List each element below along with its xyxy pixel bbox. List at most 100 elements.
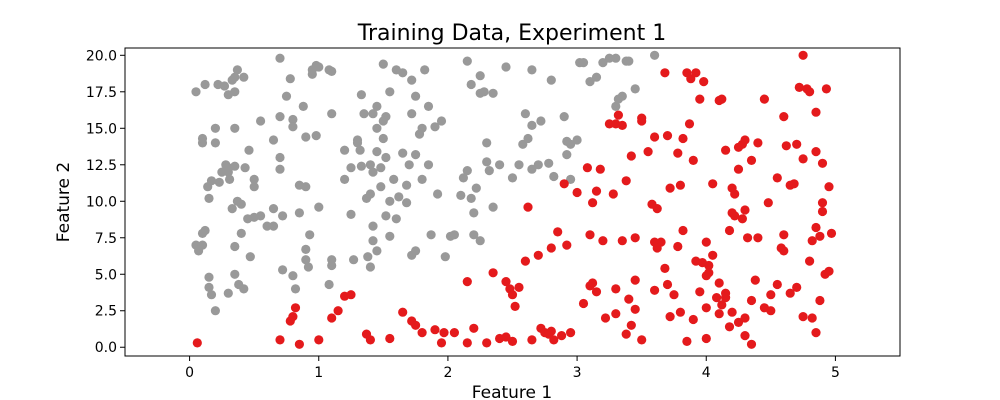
data-point-series-1-36: [249, 174, 259, 184]
y-tick-label-1: 2.5: [95, 304, 117, 320]
data-point-series-2-59: [598, 236, 608, 246]
data-point-series-1-113: [378, 133, 388, 144]
data-point-series-2-113: [772, 173, 782, 183]
data-point-series-2-149: [695, 287, 705, 297]
data-point-series-1-165: [484, 166, 494, 176]
data-point-series-2-182: [714, 278, 724, 288]
data-point-series-1-122: [394, 192, 404, 202]
x-tick-label-3: 3: [573, 365, 582, 381]
data-point-series-1-93: [346, 209, 356, 219]
data-point-series-1-205: [482, 138, 492, 148]
data-point-series-2-85: [678, 133, 688, 144]
data-point-series-2-130: [824, 182, 834, 192]
x-tick-label-0: 0: [185, 365, 194, 381]
data-point-series-1-90: [340, 145, 350, 155]
data-point-series-2-83: [673, 148, 683, 158]
data-point-series-1-124: [385, 231, 395, 241]
data-point-series-1-52: [256, 211, 266, 221]
data-point-series-2-95: [708, 179, 718, 189]
data-point-series-1-116: [378, 116, 388, 126]
data-point-series-2-106: [743, 233, 753, 243]
data-point-series-2-91: [695, 94, 705, 104]
data-point-series-1-29: [230, 161, 240, 171]
data-point-series-1-137: [411, 91, 421, 101]
data-point-series-1-109: [372, 147, 382, 157]
data-point-series-1-170: [495, 160, 505, 170]
data-point-series-1-180: [533, 160, 543, 170]
data-point-series-2-8: [327, 313, 337, 323]
data-point-series-1-119: [389, 174, 399, 184]
data-point-series-1-133: [404, 160, 414, 170]
data-point-series-2-126: [811, 107, 821, 117]
data-point-series-1-77: [305, 230, 315, 240]
data-point-series-2-67: [621, 176, 631, 186]
data-point-series-1-43: [230, 269, 240, 279]
data-point-series-1-128: [363, 252, 373, 262]
y-tick-label-3: 7.5: [95, 231, 117, 247]
data-point-series-2-36: [520, 256, 531, 266]
data-point-series-2-79: [660, 68, 670, 78]
data-point-series-1-153: [456, 190, 466, 200]
data-point-series-1-190: [572, 135, 582, 145]
data-point-series-1-183: [546, 75, 556, 85]
data-point-series-1-169: [475, 236, 485, 246]
data-point-series-2-148: [688, 314, 698, 325]
data-point-series-2-65: [617, 236, 627, 246]
data-point-series-2-49: [562, 240, 572, 250]
data-point-series-2-46: [553, 227, 563, 237]
data-point-series-1-182: [544, 158, 554, 168]
x-tick-label-4: 4: [702, 365, 711, 381]
data-point-series-2-153: [724, 322, 735, 332]
data-point-series-1-15: [200, 225, 210, 236]
data-point-series-1-60: [278, 211, 288, 221]
data-point-series-2-27: [488, 268, 498, 278]
data-point-series-1-202: [630, 84, 640, 94]
points-layer: [191, 50, 837, 349]
data-point-series-1-69: [298, 101, 308, 111]
data-point-series-1-88: [327, 260, 337, 271]
data-point-series-2-186: [805, 256, 815, 266]
data-point-series-2-145: [662, 279, 673, 290]
data-point-series-2-22: [449, 328, 459, 338]
data-point-series-2-1: [192, 338, 202, 348]
data-point-series-1-187: [562, 150, 572, 160]
data-point-series-1-83: [290, 284, 301, 294]
data-point-series-2-98: [717, 94, 727, 104]
data-point-series-1-203: [611, 53, 621, 63]
data-point-series-2-188: [817, 158, 828, 168]
data-point-series-1-136: [411, 150, 421, 160]
data-point-series-2-169: [591, 287, 602, 297]
data-point-series-1-63: [285, 74, 295, 84]
x-tick-label-5: 5: [831, 365, 840, 381]
data-point-series-1-102: [365, 189, 375, 199]
data-point-series-2-87: [684, 119, 695, 129]
data-point-series-2-163: [792, 282, 802, 292]
data-point-series-1-13: [197, 240, 208, 250]
data-point-series-1-96: [352, 138, 363, 148]
data-point-series-2-128: [817, 198, 828, 208]
data-point-series-1-150: [440, 252, 450, 262]
data-point-series-2-9: [333, 306, 343, 316]
data-point-series-1-106: [368, 109, 378, 119]
data-point-series-2-190: [733, 164, 744, 174]
data-point-series-1-47: [204, 282, 214, 292]
data-point-series-1-172: [507, 173, 518, 183]
data-point-series-1-130: [398, 148, 408, 158]
data-point-series-1-1: [191, 87, 201, 97]
data-point-series-2-178: [697, 258, 708, 268]
data-point-series-2-192: [730, 211, 740, 221]
data-point-series-2-183: [721, 288, 731, 298]
data-point-series-2-99: [721, 145, 731, 155]
data-point-series-2-155: [733, 317, 744, 327]
data-point-series-2-76: [650, 132, 660, 142]
data-point-series-1-175: [520, 109, 531, 119]
data-point-series-2-120: [794, 82, 804, 92]
data-point-series-2-18: [417, 328, 427, 338]
data-point-series-2-2: [275, 335, 285, 345]
data-point-series-2-89: [688, 155, 698, 165]
data-point-series-1-32: [236, 199, 246, 209]
data-point-series-2-115: [779, 230, 789, 240]
data-point-series-1-179: [527, 120, 537, 130]
data-point-series-2-166: [811, 328, 821, 338]
